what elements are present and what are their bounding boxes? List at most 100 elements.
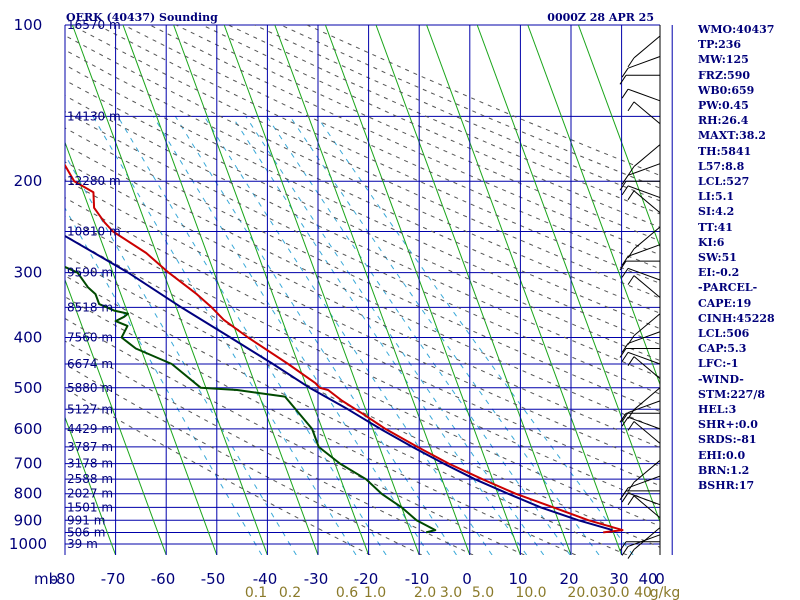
wind-barb [627,351,661,365]
index-line: BSHR:17 [698,479,755,493]
wind-barb-feather [627,356,635,366]
isotherm-line [122,25,319,555]
temperature-tick-label: 0 [462,570,472,588]
wind-barb [627,244,661,257]
wind-barb-feather [619,75,627,85]
isotherm-line [426,25,623,555]
wind-barb-feather [621,412,629,422]
index-line: STM:227/8 [698,387,765,401]
isobar-lines [65,24,660,545]
wind-barb-feather [619,180,627,191]
index-line: WMO:40437 [698,23,775,36]
dry-adiabat [65,95,660,378]
height-label: 2588 m [67,472,113,486]
wind-barb [627,56,661,69]
wind-barb-feather [627,190,635,201]
index-line: CAPE:19 [698,296,752,310]
temperature-tick-label: 0 [655,570,665,588]
dry-adiabat [65,275,628,555]
index-line: LFC:-1 [698,357,739,371]
isotherm-line [324,25,521,555]
mixing-ratio-label: 10.0 [515,585,546,600]
mixing-ratio-label: 1.0 [364,585,386,600]
pressure-tick-label: 800 [14,485,43,503]
height-label: 39 m [67,537,98,551]
dry-adiabat [65,197,660,487]
mixing-ratio-label: 3.0 [440,585,462,600]
dry-adiabat [65,317,525,555]
index-line: -WIND- [698,372,744,386]
temperature-trace [65,163,624,534]
index-line: TH:5841 [698,144,752,158]
index-line: HEL:3 [698,403,737,417]
sounding-time: 0000Z 28 APR 25 [547,11,654,24]
index-line: LI:5.1 [698,190,735,204]
height-label: 5127 m [67,402,113,416]
wind-barb [633,421,661,444]
index-line: BRN:1.2 [698,463,750,477]
isotherm-line [476,25,660,524]
wind-barb-feather [621,546,629,556]
wind-barb-feather [621,67,629,78]
wind-barb-feather [621,268,629,278]
index-line: MAXT:38.2 [698,129,766,143]
index-line: RH:26.4 [698,114,749,128]
wind-barb [633,190,661,214]
wind-barb [627,492,661,506]
pressure-tick-label: 1000 [9,535,47,553]
height-label: 991 m [67,513,105,527]
mixing-ratio-label: 5.0 [472,585,494,600]
wind-barb-feather [621,343,629,353]
height-label: 3178 m [67,457,113,471]
mixing-ratio-label: 0.6 [336,585,358,600]
pressure-tick-label: 700 [14,455,43,473]
wind-barb-feather [621,88,629,99]
wind-barb-feather [627,275,635,285]
temperature-tick-label: 20 [559,570,578,588]
vertical-grid [64,25,673,555]
wind-barb [627,534,661,547]
pressure-tick-label: 500 [14,379,43,397]
index-line: CAP:5.3 [698,342,747,356]
dry-adiabat [65,111,660,395]
wind-barb-feather [621,416,629,427]
pressure-tick-label: 100 [14,16,43,34]
isotherm-line [71,25,268,555]
dry-adiabat [149,25,660,256]
wind-barb-feather [621,185,629,196]
temperature-tick-label: -10 [405,570,430,588]
height-label: 9590 m [67,266,113,280]
parcel-trace [65,234,613,532]
pressure-labels: 100 200 300 400 500 600 700 800 900 1000 [9,16,47,553]
temperature-tick-label: -70 [101,570,126,588]
height-label: 8518 m [67,300,113,314]
index-line: KI:6 [698,235,725,249]
index-line: -PARCEL- [698,281,758,295]
height-labels: 16570 m 14130 m 12280 m 10810 m 9590 m 8518 m… [67,18,121,551]
height-label: 1501 m [67,500,113,514]
height-label: 5880 m [67,381,113,395]
index-line: SRDS:-81 [698,433,757,447]
wind-barb [633,459,661,483]
wind-barb-feather [621,175,629,185]
wind-barb [627,185,661,199]
temperature-tick-label: 40 [638,570,657,588]
wind-barb [627,475,661,489]
wind-barb-feather [619,490,627,501]
height-label: 14130 m [67,109,121,123]
dry-adiabat [65,35,660,314]
isotherm-lines [65,25,660,555]
index-line: LCL:527 [698,175,750,189]
wind-barb [633,313,661,337]
index-line: CINH:45228 [698,311,775,325]
index-line: SHR+:0.0 [698,418,758,432]
wind-barb-feather [621,256,629,266]
dry-adiabat [65,179,660,467]
dewpoint-trace [65,265,437,534]
pressure-tick-label: 300 [14,264,43,282]
height-label: 16570 m [67,18,121,32]
wind-barb [627,400,661,414]
wind-barb-feather [619,260,627,271]
wind-barb [633,226,661,250]
